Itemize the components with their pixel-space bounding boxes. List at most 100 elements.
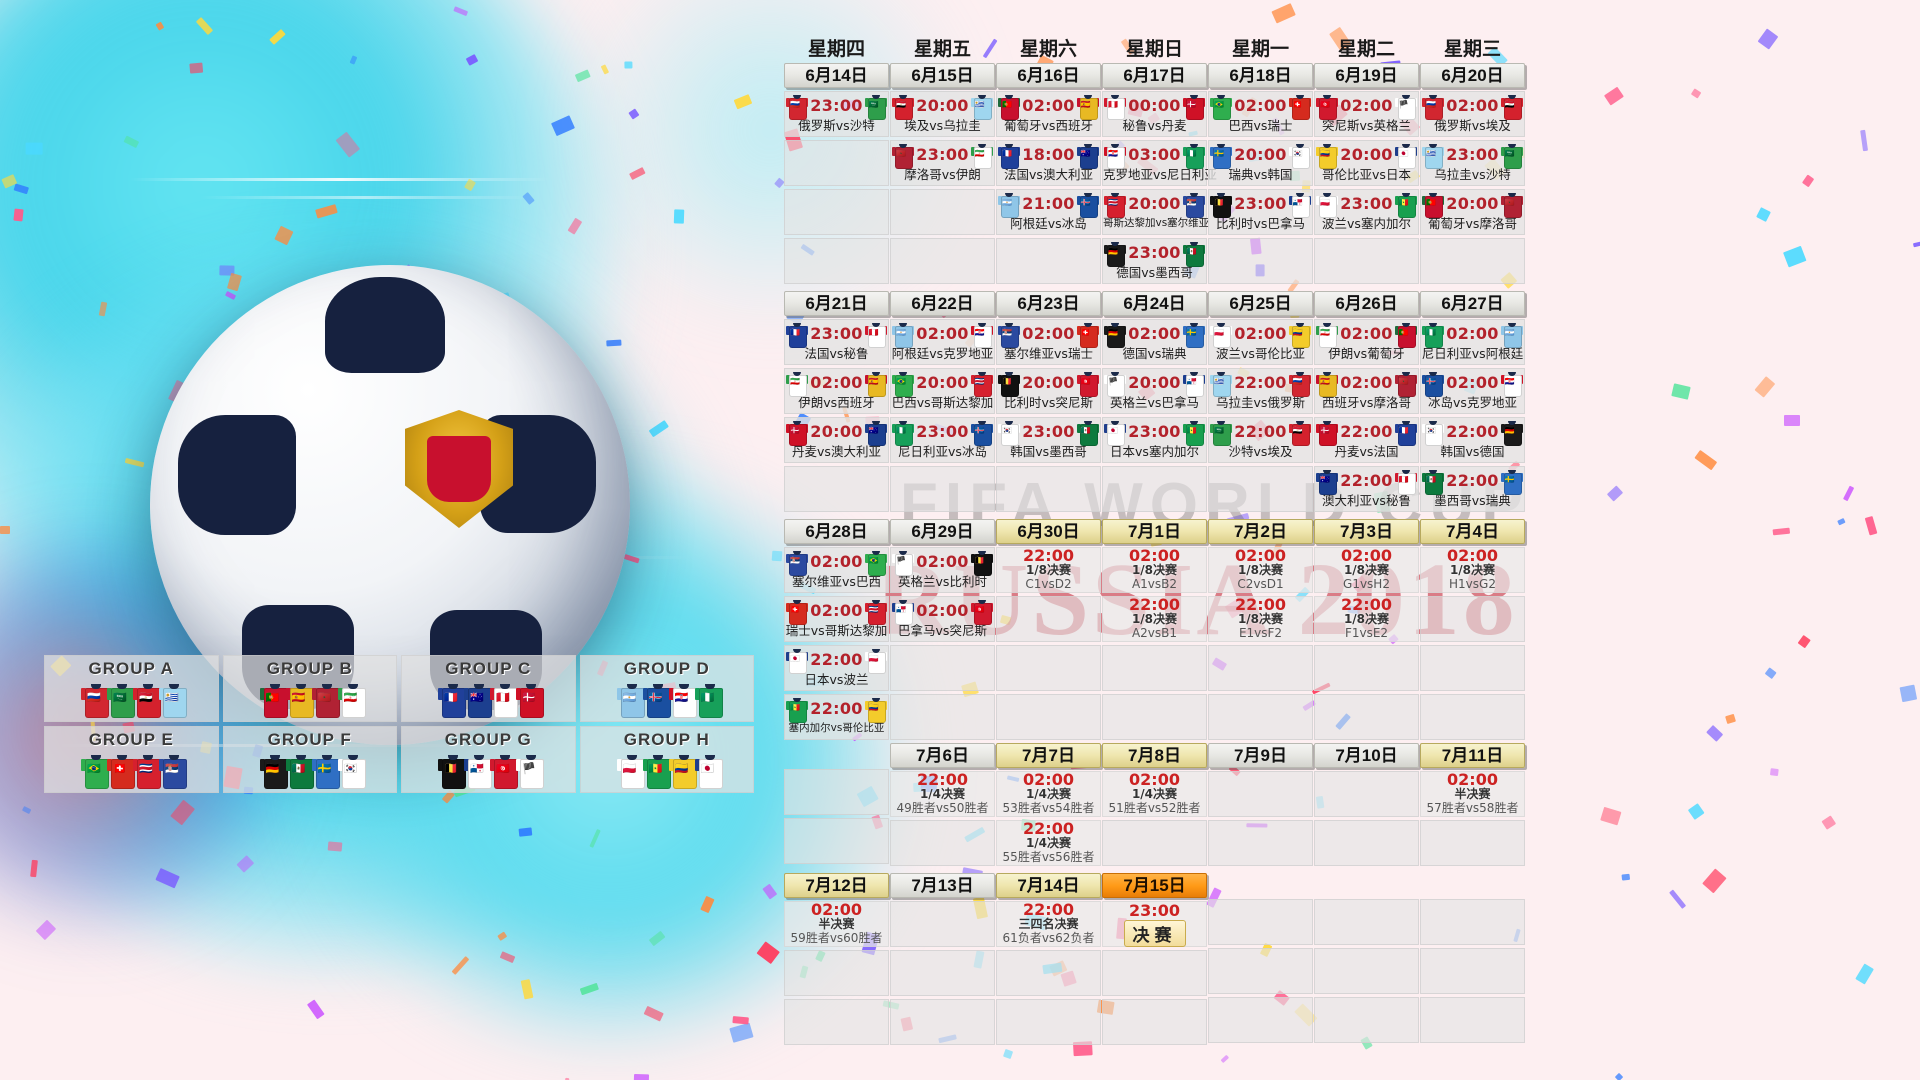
match-cell[interactable]: 🇦🇷 21:00 🇮🇸 阿根廷vs冰岛 — [996, 189, 1101, 235]
match-cell[interactable]: 🇨🇭 02:00 🇨🇷 瑞士vs哥斯达黎加 — [784, 596, 889, 642]
group-box-group-h[interactable]: GROUP H 🇵🇱 🇸🇳 🇨🇴 🇯🇵 — [579, 726, 754, 793]
match-cell[interactable]: 🇮🇸 02:00 🇭🇷 冰岛vs克罗地亚 — [1420, 368, 1525, 414]
group-box-group-e[interactable]: GROUP E 🇧🇷 🇨🇭 🇨🇷 🇷🇸 — [44, 726, 219, 793]
knockout-match-cell[interactable]: 22:00 1/4决赛 55胜者vs56胜者 — [996, 820, 1101, 866]
group-box-group-a[interactable]: GROUP A 🇷🇺 🇸🇦 🇪🇬 🇺🇾 — [44, 655, 219, 722]
knockout-match-cell[interactable]: 02:00 1/4决赛 51胜者vs52胜者 — [1102, 771, 1207, 817]
date-header[interactable]: 7月1日 — [1102, 519, 1207, 544]
match-cell[interactable]: 🇩🇰 22:00 🇫🇷 丹麦vs法国 — [1314, 417, 1419, 463]
match-cell[interactable]: 🇺🇾 22:00 🇷🇺 乌拉圭vs俄罗斯 — [1208, 368, 1313, 414]
match-cell[interactable]: 🇸🇳 22:00 🇨🇴 塞内加尔vs哥伦比亚 — [784, 694, 889, 740]
match-cell[interactable]: 🇸🇪 20:00 🇰🇷 瑞典vs韩国 — [1208, 140, 1313, 186]
match-cell[interactable]: 🇸🇦 22:00 🇪🇬 沙特vs埃及 — [1208, 417, 1313, 463]
match-cell[interactable]: 🇧🇷 02:00 🇨🇭 巴西vs瑞士 — [1208, 91, 1313, 137]
match-cell[interactable]: 🇪🇬 20:00 🇺🇾 埃及vs乌拉圭 — [890, 91, 995, 137]
match-cell[interactable]: 🇫🇷 23:00 🇵🇪 法国vs秘鲁 — [784, 319, 889, 365]
group-box-group-b[interactable]: GROUP B 🇵🇹 🇪🇸 🇲🇦 🇮🇷 — [222, 655, 397, 722]
match-cell[interactable]: 🏴 02:00 🇧🇪 英格兰vs比利时 — [890, 547, 995, 593]
knockout-match-cell[interactable]: 02:00 1/8决赛 A1vsB2 — [1102, 547, 1207, 593]
knockout-match-cell[interactable]: 22:00 1/8决赛 A2vsB1 — [1102, 596, 1207, 642]
match-cell[interactable]: 🇦🇷 02:00 🇭🇷 阿根廷vs克罗地亚 — [890, 319, 995, 365]
date-header[interactable]: 7月3日 — [1314, 519, 1419, 544]
match-cell[interactable]: 🇵🇦 02:00 🇹🇳 巴拿马vs突尼斯 — [890, 596, 995, 642]
date-header[interactable]: 7月10日 — [1314, 743, 1419, 768]
match-cell[interactable]: 🇧🇪 20:00 🇹🇳 比利时vs突尼斯 — [996, 368, 1101, 414]
group-box-group-f[interactable]: GROUP F 🇩🇪 🇲🇽 🇸🇪 🇰🇷 — [222, 726, 397, 793]
date-header[interactable]: 6月27日 — [1420, 291, 1525, 316]
match-cell[interactable]: 🇯🇵 23:00 🇸🇳 日本vs塞内加尔 — [1102, 417, 1207, 463]
knockout-match-cell[interactable]: 22:00 1/8决赛 C1vsD2 — [996, 547, 1101, 593]
date-header[interactable]: 6月25日 — [1208, 291, 1313, 316]
match-cell[interactable]: 🇳🇬 23:00 🇮🇸 尼日利亚vs冰岛 — [890, 417, 995, 463]
date-header[interactable]: 7月4日 — [1420, 519, 1525, 544]
knockout-match-cell[interactable]: 22:00 1/4决赛 49胜者vs50胜者 — [890, 771, 995, 817]
match-cell[interactable]: 🇮🇷 02:00 🇪🇸 伊朗vs西班牙 — [784, 368, 889, 414]
date-header[interactable]: 6月23日 — [996, 291, 1101, 316]
match-cell[interactable]: 🇷🇺 02:00 🇪🇬 俄罗斯vs埃及 — [1420, 91, 1525, 137]
match-cell[interactable]: 🇵🇹 02:00 🇪🇸 葡萄牙vs西班牙 — [996, 91, 1101, 137]
match-cell[interactable]: 🇩🇪 02:00 🇸🇪 德国vs瑞典 — [1102, 319, 1207, 365]
match-cell[interactable]: 🇰🇷 22:00 🇩🇪 韩国vs德国 — [1420, 417, 1525, 463]
date-header[interactable]: 6月22日 — [890, 291, 995, 316]
match-cell[interactable]: 🇨🇴 20:00 🇯🇵 哥伦比亚vs日本 — [1314, 140, 1419, 186]
group-box-group-g[interactable]: GROUP G 🇧🇪 🇵🇦 🇹🇳 🏴 — [401, 726, 576, 793]
match-cell[interactable]: 🇵🇹 20:00 🇲🇦 葡萄牙vs摩洛哥 — [1420, 189, 1525, 235]
match-cell[interactable]: 🇷🇺 23:00 🇸🇦 俄罗斯vs沙特 — [784, 91, 889, 137]
match-cell[interactable]: 🇯🇵 22:00 🇵🇱 日本vs波兰 — [784, 645, 889, 691]
date-header[interactable]: 7月6日 — [890, 743, 995, 768]
match-cell[interactable]: 🇹🇳 02:00 🏴 突尼斯vs英格兰 — [1314, 91, 1419, 137]
knockout-match-cell[interactable]: 22:00 1/8决赛 E1vsF2 — [1208, 596, 1313, 642]
knockout-match-cell[interactable]: 02:00 半决赛 57胜者vs58胜者 — [1420, 771, 1525, 817]
match-cell[interactable]: 🇵🇪 00:00 🇩🇰 秘鲁vs丹麦 — [1102, 91, 1207, 137]
match-cell[interactable]: 🇲🇽 22:00 🇸🇪 墨西哥vs瑞典 — [1420, 466, 1525, 512]
match-cell[interactable]: 🇩🇰 20:00 🇦🇺 丹麦vs澳大利亚 — [784, 417, 889, 463]
date-header[interactable]: 7月9日 — [1208, 743, 1313, 768]
date-header[interactable]: 6月18日 — [1208, 63, 1313, 88]
date-header[interactable]: 6月17日 — [1102, 63, 1207, 88]
date-header[interactable]: 7月7日 — [996, 743, 1101, 768]
match-cell[interactable]: 🇦🇺 22:00 🇵🇪 澳大利亚vs秘鲁 — [1314, 466, 1419, 512]
match-cell[interactable]: 🇩🇪 23:00 🇲🇽 德国vs墨西哥 — [1102, 238, 1207, 284]
match-cell[interactable]: 🇨🇷 20:00 🇷🇸 哥斯达黎加vs塞尔维亚 — [1102, 189, 1209, 235]
knockout-match-cell[interactable]: 02:00 半决赛 59胜者vs60胜者 — [784, 901, 889, 947]
date-header[interactable]: 6月16日 — [996, 63, 1101, 88]
date-header[interactable]: 6月14日 — [784, 63, 889, 88]
date-header[interactable]: 7月12日 — [784, 873, 889, 898]
match-cell[interactable]: 🇵🇱 23:00 🇸🇳 波兰vs塞内加尔 — [1314, 189, 1419, 235]
knockout-match-cell[interactable]: 22:00 三四名决赛 61负者vs62负者 — [996, 901, 1101, 947]
match-cell[interactable]: 🇰🇷 23:00 🇲🇽 韩国vs墨西哥 — [996, 417, 1101, 463]
date-header[interactable]: 6月19日 — [1314, 63, 1419, 88]
knockout-match-cell[interactable]: 22:00 1/8决赛 F1vsE2 — [1314, 596, 1419, 642]
knockout-match-cell[interactable]: 02:00 1/8决赛 C2vsD1 — [1208, 547, 1313, 593]
knockout-match-cell[interactable]: 02:00 1/4决赛 53胜者vs54胜者 — [996, 771, 1101, 817]
match-cell[interactable]: 🇳🇬 02:00 🇦🇷 尼日利亚vs阿根廷 — [1420, 319, 1525, 365]
match-cell[interactable]: 🇮🇷 02:00 🇵🇹 伊朗vs葡萄牙 — [1314, 319, 1419, 365]
date-header[interactable]: 6月29日 — [890, 519, 995, 544]
final-match-cell[interactable]: 23:00 决赛 — [1102, 901, 1207, 947]
date-header[interactable]: 6月15日 — [890, 63, 995, 88]
date-header[interactable]: 6月24日 — [1102, 291, 1207, 316]
match-cell[interactable]: 🇲🇦 23:00 🇮🇷 摩洛哥vs伊朗 — [890, 140, 995, 186]
date-header[interactable]: 7月13日 — [890, 873, 995, 898]
date-header[interactable]: 7月15日 — [1102, 873, 1207, 898]
match-cell[interactable]: 🇷🇸 02:00 🇨🇭 塞尔维亚vs瑞士 — [996, 319, 1101, 365]
match-cell[interactable]: 🇷🇸 02:00 🇧🇷 塞尔维亚vs巴西 — [784, 547, 889, 593]
match-cell[interactable]: 🇵🇱 02:00 🇨🇴 波兰vs哥伦比亚 — [1208, 319, 1313, 365]
match-cell[interactable]: 🏴 20:00 🇵🇦 英格兰vs巴拿马 — [1102, 368, 1207, 414]
date-header[interactable]: 7月8日 — [1102, 743, 1207, 768]
date-header[interactable]: 6月26日 — [1314, 291, 1419, 316]
group-box-group-c[interactable]: GROUP C 🇫🇷 🇦🇺 🇵🇪 🇩🇰 — [401, 655, 576, 722]
match-cell[interactable]: 🇺🇾 23:00 🇸🇦 乌拉圭vs沙特 — [1420, 140, 1525, 186]
knockout-match-cell[interactable]: 02:00 1/8决赛 H1vsG2 — [1420, 547, 1525, 593]
match-cell[interactable]: 🇧🇷 20:00 🇨🇷 巴西vs哥斯达黎加 — [890, 368, 995, 414]
date-header[interactable]: 6月30日 — [996, 519, 1101, 544]
date-header[interactable]: 6月28日 — [784, 519, 889, 544]
match-cell[interactable]: 🇫🇷 18:00 🇦🇺 法国vs澳大利亚 — [996, 140, 1101, 186]
group-box-group-d[interactable]: GROUP D 🇦🇷 🇮🇸 🇭🇷 🇳🇬 — [579, 655, 754, 722]
date-header[interactable]: 7月14日 — [996, 873, 1101, 898]
match-cell[interactable]: 🇪🇸 02:00 🇲🇦 西班牙vs摩洛哥 — [1314, 368, 1419, 414]
date-header[interactable]: 6月20日 — [1420, 63, 1525, 88]
date-header[interactable]: 6月21日 — [784, 291, 889, 316]
match-cell[interactable]: 🇧🇪 23:00 🇵🇦 比利时vs巴拿马 — [1208, 189, 1313, 235]
match-cell[interactable]: 🇭🇷 03:00 🇳🇬 克罗地亚vs尼日利亚 — [1102, 140, 1217, 186]
